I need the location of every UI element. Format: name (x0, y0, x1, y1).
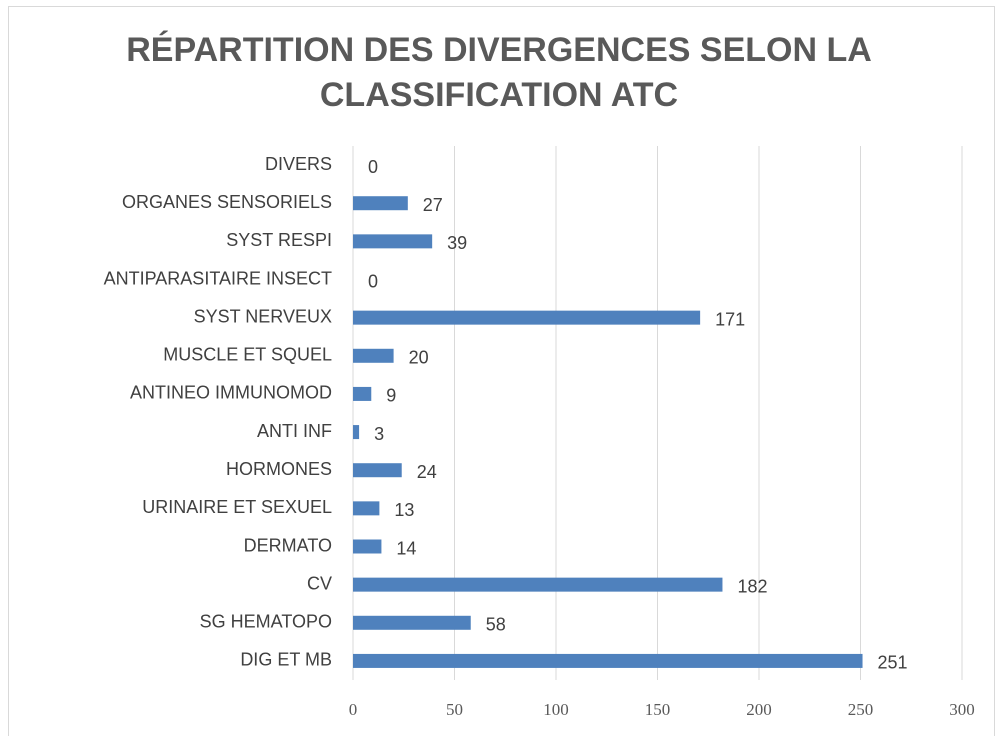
data-label: 27 (423, 195, 443, 215)
x-tick-label: 150 (645, 700, 671, 719)
y-tick-label: HORMONES (226, 459, 332, 479)
y-tick-label: URINAIRE ET SEXUEL (142, 497, 332, 517)
x-tick-label: 50 (446, 700, 463, 719)
y-tick-label: ORGANES SENSORIELS (122, 192, 332, 212)
data-label: 182 (737, 576, 767, 596)
bar (353, 501, 380, 516)
data-label: 0 (368, 271, 378, 291)
bar (353, 196, 408, 211)
y-tick-label: MUSCLE ET SQUEL (163, 345, 332, 365)
y-tick-label: SYST RESPI (226, 230, 332, 250)
bar (353, 577, 723, 592)
y-tick-label: ANTINEO IMMUNOMOD (130, 383, 332, 403)
y-tick-label: SYST NERVEUX (194, 306, 332, 326)
data-label: 9 (386, 386, 396, 406)
bar (353, 653, 863, 668)
data-label: 24 (417, 462, 437, 482)
data-label: 58 (486, 615, 506, 635)
data-label: 39 (447, 233, 467, 253)
data-label: 3 (374, 424, 384, 444)
y-tick-label: ANTI INF (257, 421, 332, 441)
bar (353, 310, 701, 325)
x-tick-label: 100 (543, 700, 569, 719)
bar (353, 615, 471, 630)
x-tick-label: 300 (949, 700, 975, 719)
y-tick-label: CV (307, 573, 332, 593)
x-tick-label: 200 (746, 700, 772, 719)
bar (353, 234, 433, 249)
y-tick-label: ANTIPARASITAIRE INSECT (104, 268, 332, 288)
bar (353, 463, 402, 478)
bar (353, 348, 394, 363)
y-tick-label: SG HEMATOPO (200, 612, 332, 632)
y-tick-label: DIG ET MB (240, 650, 332, 670)
data-label: 0 (368, 157, 378, 177)
data-label: 251 (878, 653, 908, 673)
chart-border (8, 6, 995, 736)
data-label: 14 (396, 538, 416, 558)
x-tick-label: 0 (349, 700, 358, 719)
x-tick-label: 250 (848, 700, 874, 719)
bar (353, 386, 372, 401)
bar (353, 539, 382, 554)
data-label: 13 (394, 500, 414, 520)
data-label: 20 (409, 348, 429, 368)
data-label: 171 (715, 309, 745, 329)
y-tick-label: DIVERS (265, 154, 332, 174)
y-tick-label: DERMATO (244, 535, 332, 555)
bar (353, 425, 360, 440)
chart-title: RÉPARTITION DES DIVERGENCES SELON LA CLA… (126, 31, 872, 114)
